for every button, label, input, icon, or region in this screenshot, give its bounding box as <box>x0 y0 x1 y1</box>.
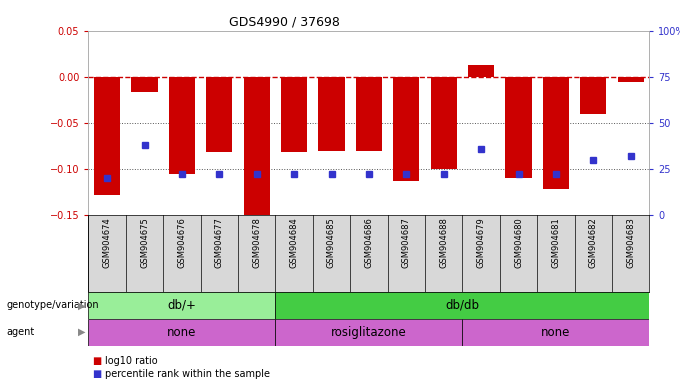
Text: GSM904682: GSM904682 <box>589 217 598 268</box>
Bar <box>281 77 307 152</box>
Text: GSM904677: GSM904677 <box>215 217 224 268</box>
Bar <box>580 77 607 114</box>
Bar <box>617 77 644 82</box>
Text: GSM904686: GSM904686 <box>364 217 373 268</box>
Bar <box>206 77 233 152</box>
Bar <box>88 292 275 319</box>
Bar <box>243 77 270 217</box>
Bar <box>318 77 345 151</box>
Bar <box>543 77 569 189</box>
Text: GSM904679: GSM904679 <box>477 217 486 268</box>
Bar <box>94 77 120 195</box>
Text: genotype/variation: genotype/variation <box>7 300 99 310</box>
Text: none: none <box>541 326 571 339</box>
Bar <box>505 77 532 178</box>
Text: ■: ■ <box>92 369 101 379</box>
Bar <box>468 65 494 77</box>
Text: GSM904688: GSM904688 <box>439 217 448 268</box>
Text: ▶: ▶ <box>78 300 85 310</box>
Bar <box>88 319 275 346</box>
Text: log10 ratio: log10 ratio <box>105 356 158 366</box>
Text: percentile rank within the sample: percentile rank within the sample <box>105 369 271 379</box>
Text: GSM904683: GSM904683 <box>626 217 635 268</box>
Text: GSM904675: GSM904675 <box>140 217 149 268</box>
Text: GSM904684: GSM904684 <box>290 217 299 268</box>
Bar <box>131 77 158 91</box>
Text: GSM904674: GSM904674 <box>103 217 112 268</box>
Text: ▶: ▶ <box>78 327 85 337</box>
Text: db/+: db/+ <box>167 299 197 312</box>
Text: GSM904680: GSM904680 <box>514 217 523 268</box>
Bar <box>275 319 462 346</box>
Text: ■: ■ <box>92 356 101 366</box>
Text: db/db: db/db <box>445 299 479 312</box>
Bar <box>169 77 195 174</box>
Bar <box>462 319 649 346</box>
Bar <box>275 292 649 319</box>
Text: GSM904687: GSM904687 <box>402 217 411 268</box>
Bar <box>393 77 420 181</box>
Bar <box>430 77 457 169</box>
Text: none: none <box>167 326 197 339</box>
Text: agent: agent <box>7 327 35 337</box>
Text: GSM904681: GSM904681 <box>551 217 560 268</box>
Bar <box>356 77 382 151</box>
Text: GSM904678: GSM904678 <box>252 217 261 268</box>
Text: rosiglitazone: rosiglitazone <box>331 326 407 339</box>
Text: GDS4990 / 37698: GDS4990 / 37698 <box>229 15 340 28</box>
Text: GSM904676: GSM904676 <box>177 217 186 268</box>
Text: GSM904685: GSM904685 <box>327 217 336 268</box>
